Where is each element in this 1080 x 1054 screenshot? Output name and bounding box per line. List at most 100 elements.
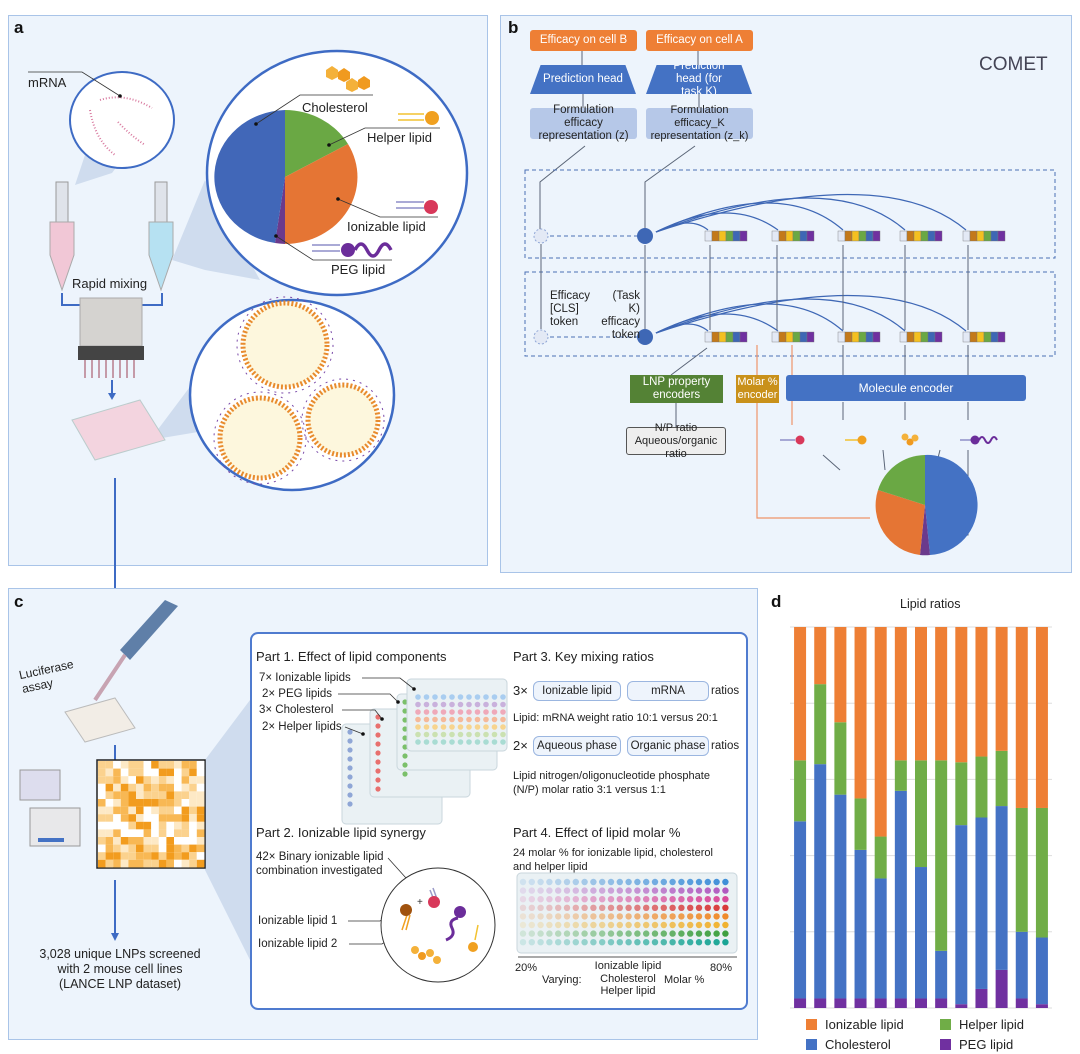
well	[616, 939, 623, 946]
well	[457, 724, 464, 730]
heatmap-cell	[174, 844, 182, 853]
heatmap-cell	[143, 852, 152, 860]
well	[634, 921, 641, 929]
bar-helper-lipid	[955, 762, 968, 826]
well	[423, 709, 430, 715]
well	[519, 939, 527, 946]
well	[537, 930, 544, 937]
well	[616, 887, 623, 894]
heatmap-cell	[143, 776, 152, 784]
well	[643, 939, 650, 946]
heatmap-cell	[105, 814, 114, 822]
well	[546, 904, 553, 911]
well	[555, 887, 562, 894]
embedding-cell	[739, 331, 748, 343]
well	[519, 896, 527, 903]
bar-cholesterol	[935, 950, 948, 999]
heatmap-cell	[98, 783, 106, 792]
heatmap-cell	[98, 859, 106, 868]
well	[590, 921, 597, 929]
heatmap-cell	[120, 783, 129, 792]
heatmap-cell	[143, 768, 152, 777]
well	[590, 887, 597, 894]
legend-label-ionizable: Ionizable lipid	[825, 1017, 904, 1032]
heatmap-cell	[174, 829, 182, 837]
well	[669, 887, 676, 894]
heatmap-cell	[143, 806, 152, 815]
well	[678, 904, 685, 911]
well	[500, 731, 506, 738]
well	[402, 735, 408, 741]
bar-peg-lipid	[794, 998, 807, 1008]
well	[347, 756, 353, 762]
bar-ionizable-lipid	[854, 627, 867, 799]
well	[678, 887, 685, 894]
well	[423, 739, 430, 745]
bar-peg-lipid	[874, 998, 887, 1008]
heatmap-cell	[181, 829, 190, 837]
well	[713, 878, 720, 886]
heatmap-cell	[128, 829, 136, 837]
well	[466, 724, 472, 730]
well	[347, 783, 353, 789]
part3-row1-multiplier: 3×	[513, 683, 528, 698]
heatmap-cell	[105, 837, 114, 845]
well	[722, 921, 729, 929]
well	[491, 731, 498, 738]
well	[347, 738, 353, 744]
well	[607, 878, 615, 886]
heatmap-cell	[166, 776, 174, 784]
cholesterol-input-icon	[901, 433, 919, 446]
heatmap-cell	[196, 768, 205, 777]
well	[546, 887, 553, 894]
bar-ionizable-lipid	[1035, 627, 1048, 808]
task-token-upper	[637, 228, 653, 244]
heatmap-cell	[196, 859, 205, 868]
well	[722, 896, 729, 903]
bar-helper-lipid	[874, 836, 887, 879]
well	[483, 716, 489, 723]
heatmap-cell	[128, 791, 136, 799]
well	[519, 921, 527, 929]
part1-item-cholesterol: 3× Cholesterol	[259, 704, 334, 716]
well	[500, 709, 506, 715]
heatmap-cell	[105, 776, 114, 784]
heatmap-cell	[136, 783, 144, 792]
heatmap-cell	[136, 859, 144, 868]
summary-line-1: 3,028 unique LNPs screened	[39, 947, 201, 961]
well	[722, 913, 729, 920]
well	[704, 904, 711, 911]
well	[704, 878, 711, 886]
heatmap-cell	[189, 859, 197, 868]
synergy-circle	[380, 867, 496, 983]
lnp-property-encoders: LNP property encoders	[630, 375, 723, 403]
heatmap-cell	[136, 844, 144, 853]
well	[581, 904, 588, 911]
well	[599, 930, 606, 937]
molecule-encoder: Molecule encoder	[786, 375, 1026, 401]
well	[500, 694, 506, 700]
heatmap-cell	[120, 791, 129, 799]
well	[643, 913, 650, 920]
well	[432, 724, 438, 730]
part4-title: Part 4. Effect of lipid molar %	[513, 825, 681, 840]
heatmap-cell	[113, 783, 121, 792]
well	[607, 930, 615, 937]
well	[669, 930, 676, 937]
heatmap-cell	[143, 859, 152, 868]
well	[678, 878, 685, 886]
well	[669, 878, 676, 886]
well	[669, 913, 676, 920]
bar-peg-lipid	[955, 1004, 968, 1008]
well	[563, 930, 571, 937]
cls-token-label: Efficacy [CLS] token	[550, 290, 591, 328]
heatmap-cell	[158, 791, 167, 799]
part4-desc-2: and helper lipid	[513, 861, 588, 873]
heatmap-cell	[174, 814, 182, 822]
heatmap-cell	[98, 821, 106, 830]
ionizable-lipid-1-icon	[400, 904, 412, 931]
well	[678, 939, 685, 946]
heatmap-cell	[166, 852, 174, 860]
heatmap-cell	[166, 837, 174, 845]
